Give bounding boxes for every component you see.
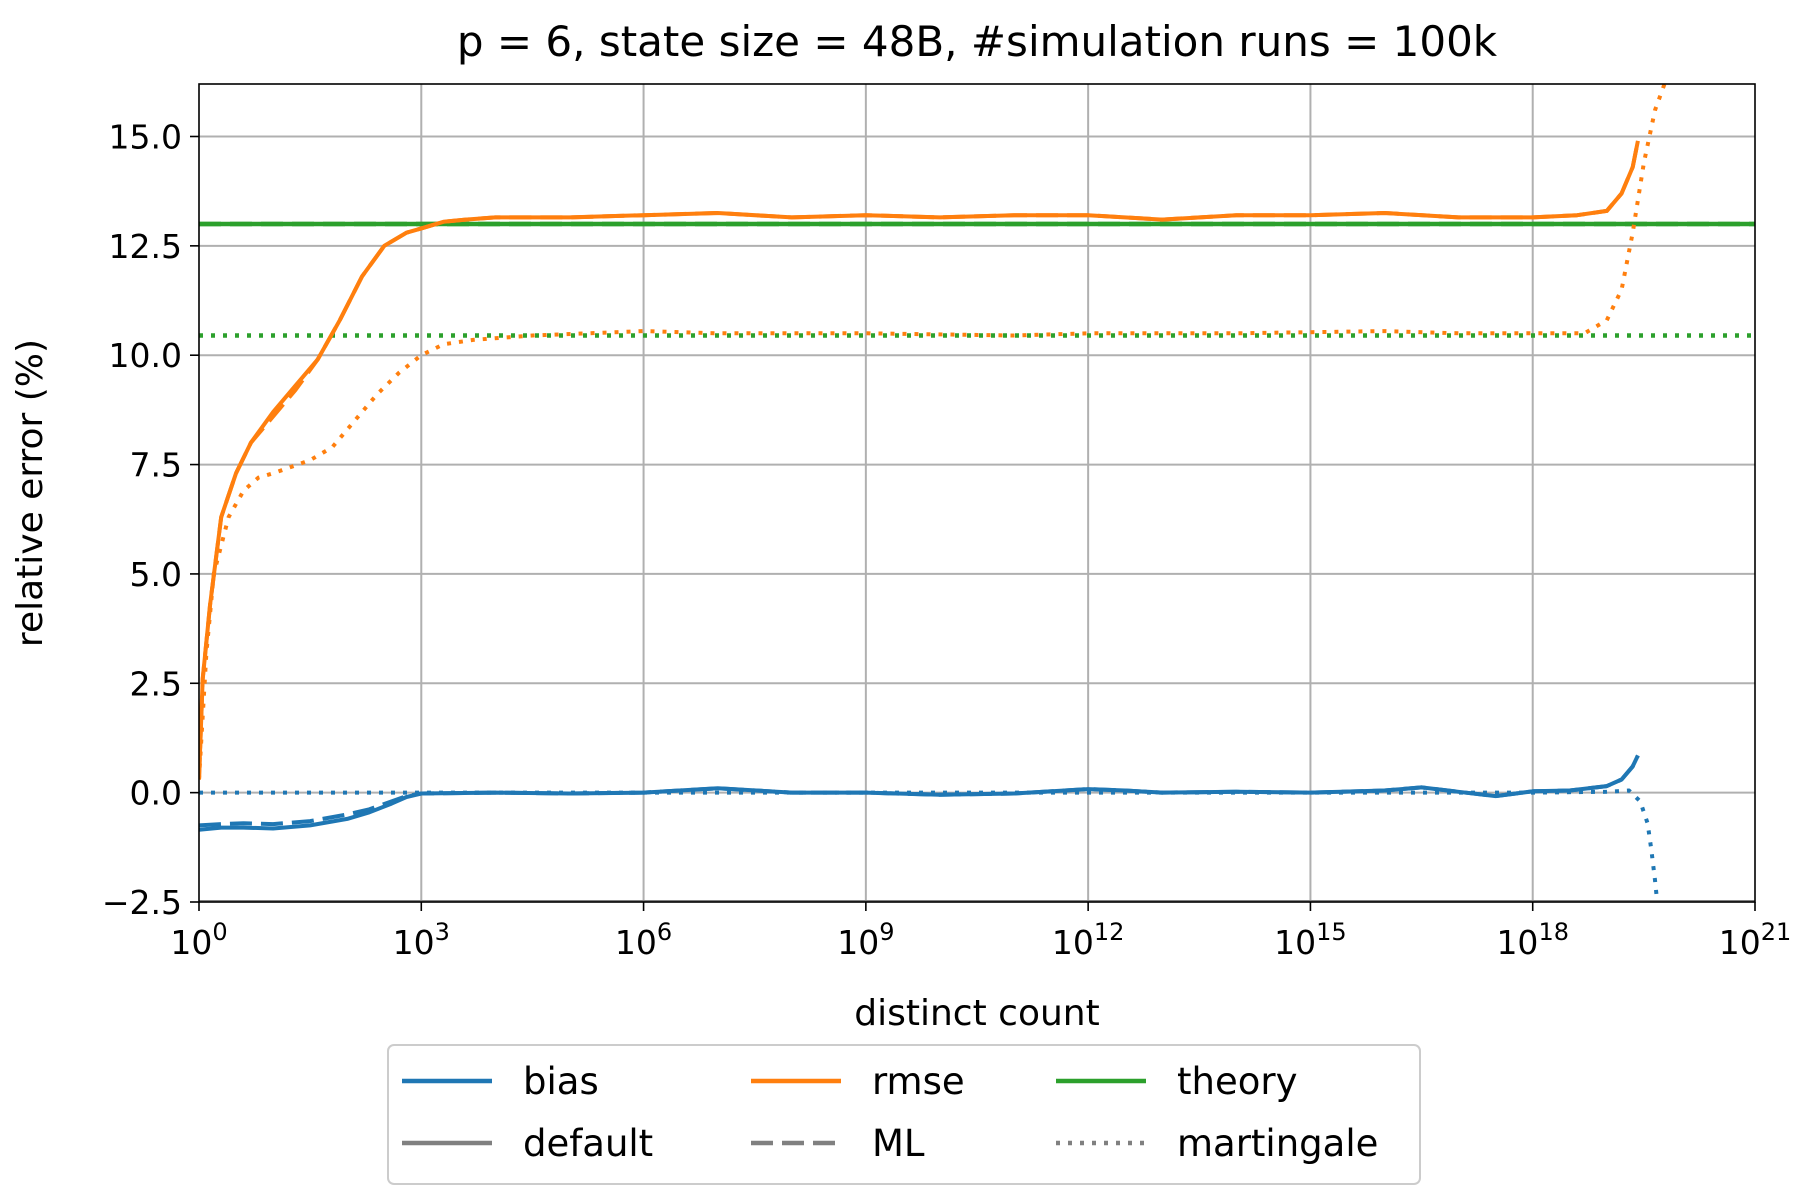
x-tick-label: 100 bbox=[170, 918, 227, 962]
y-tick-label: 15.0 bbox=[109, 117, 182, 156]
y-tick-label: 12.5 bbox=[109, 227, 182, 266]
series-line-bias-ml bbox=[199, 754, 1640, 828]
legend-frame bbox=[387, 1044, 1421, 1185]
series-group bbox=[199, 84, 1755, 902]
legend-label: theory bbox=[1177, 1060, 1297, 1103]
y-tick-label: 7.5 bbox=[130, 446, 182, 485]
legend: bias rmse theory default ML martingale bbox=[387, 1044, 1421, 1185]
x-axis-title: distinct count bbox=[854, 993, 1099, 1034]
x-tick-label: 1018 bbox=[1496, 918, 1569, 962]
legend-label: bias bbox=[523, 1060, 599, 1103]
series-line-rmse-ml bbox=[199, 140, 1640, 780]
y-tick-label: 0.0 bbox=[130, 774, 182, 813]
x-tick-label: 1012 bbox=[1052, 918, 1125, 962]
x-tick-label: 1021 bbox=[1719, 918, 1792, 962]
plot-area bbox=[199, 84, 1755, 902]
x-tick-label: 106 bbox=[615, 918, 672, 962]
series-line-bias-martingale bbox=[199, 788, 1660, 902]
chart-title: p = 6, state size = 48B, #simulation run… bbox=[457, 17, 1498, 66]
y-tick-label: −2.5 bbox=[102, 883, 182, 922]
y-tick-label: 5.0 bbox=[130, 555, 182, 594]
y-axis-title: relative error (%) bbox=[10, 339, 51, 647]
x-tick-label: 109 bbox=[837, 918, 894, 962]
legend-label: martingale bbox=[1177, 1122, 1378, 1165]
y-tick-label: 10.0 bbox=[109, 336, 182, 375]
x-tick-label: 1015 bbox=[1274, 918, 1347, 962]
x-tick-label: 103 bbox=[393, 918, 450, 962]
legend-label: default bbox=[523, 1122, 653, 1165]
axis-ticks: 100 103 106 109 1012 1015 1018 1021 −2.5 0.0 2.5 5.… bbox=[102, 117, 1791, 962]
y-tick-label: 2.5 bbox=[130, 664, 182, 703]
legend-label: rmse bbox=[872, 1060, 965, 1103]
legend-label: ML bbox=[872, 1122, 925, 1165]
plot-frame bbox=[198, 83, 1756, 903]
